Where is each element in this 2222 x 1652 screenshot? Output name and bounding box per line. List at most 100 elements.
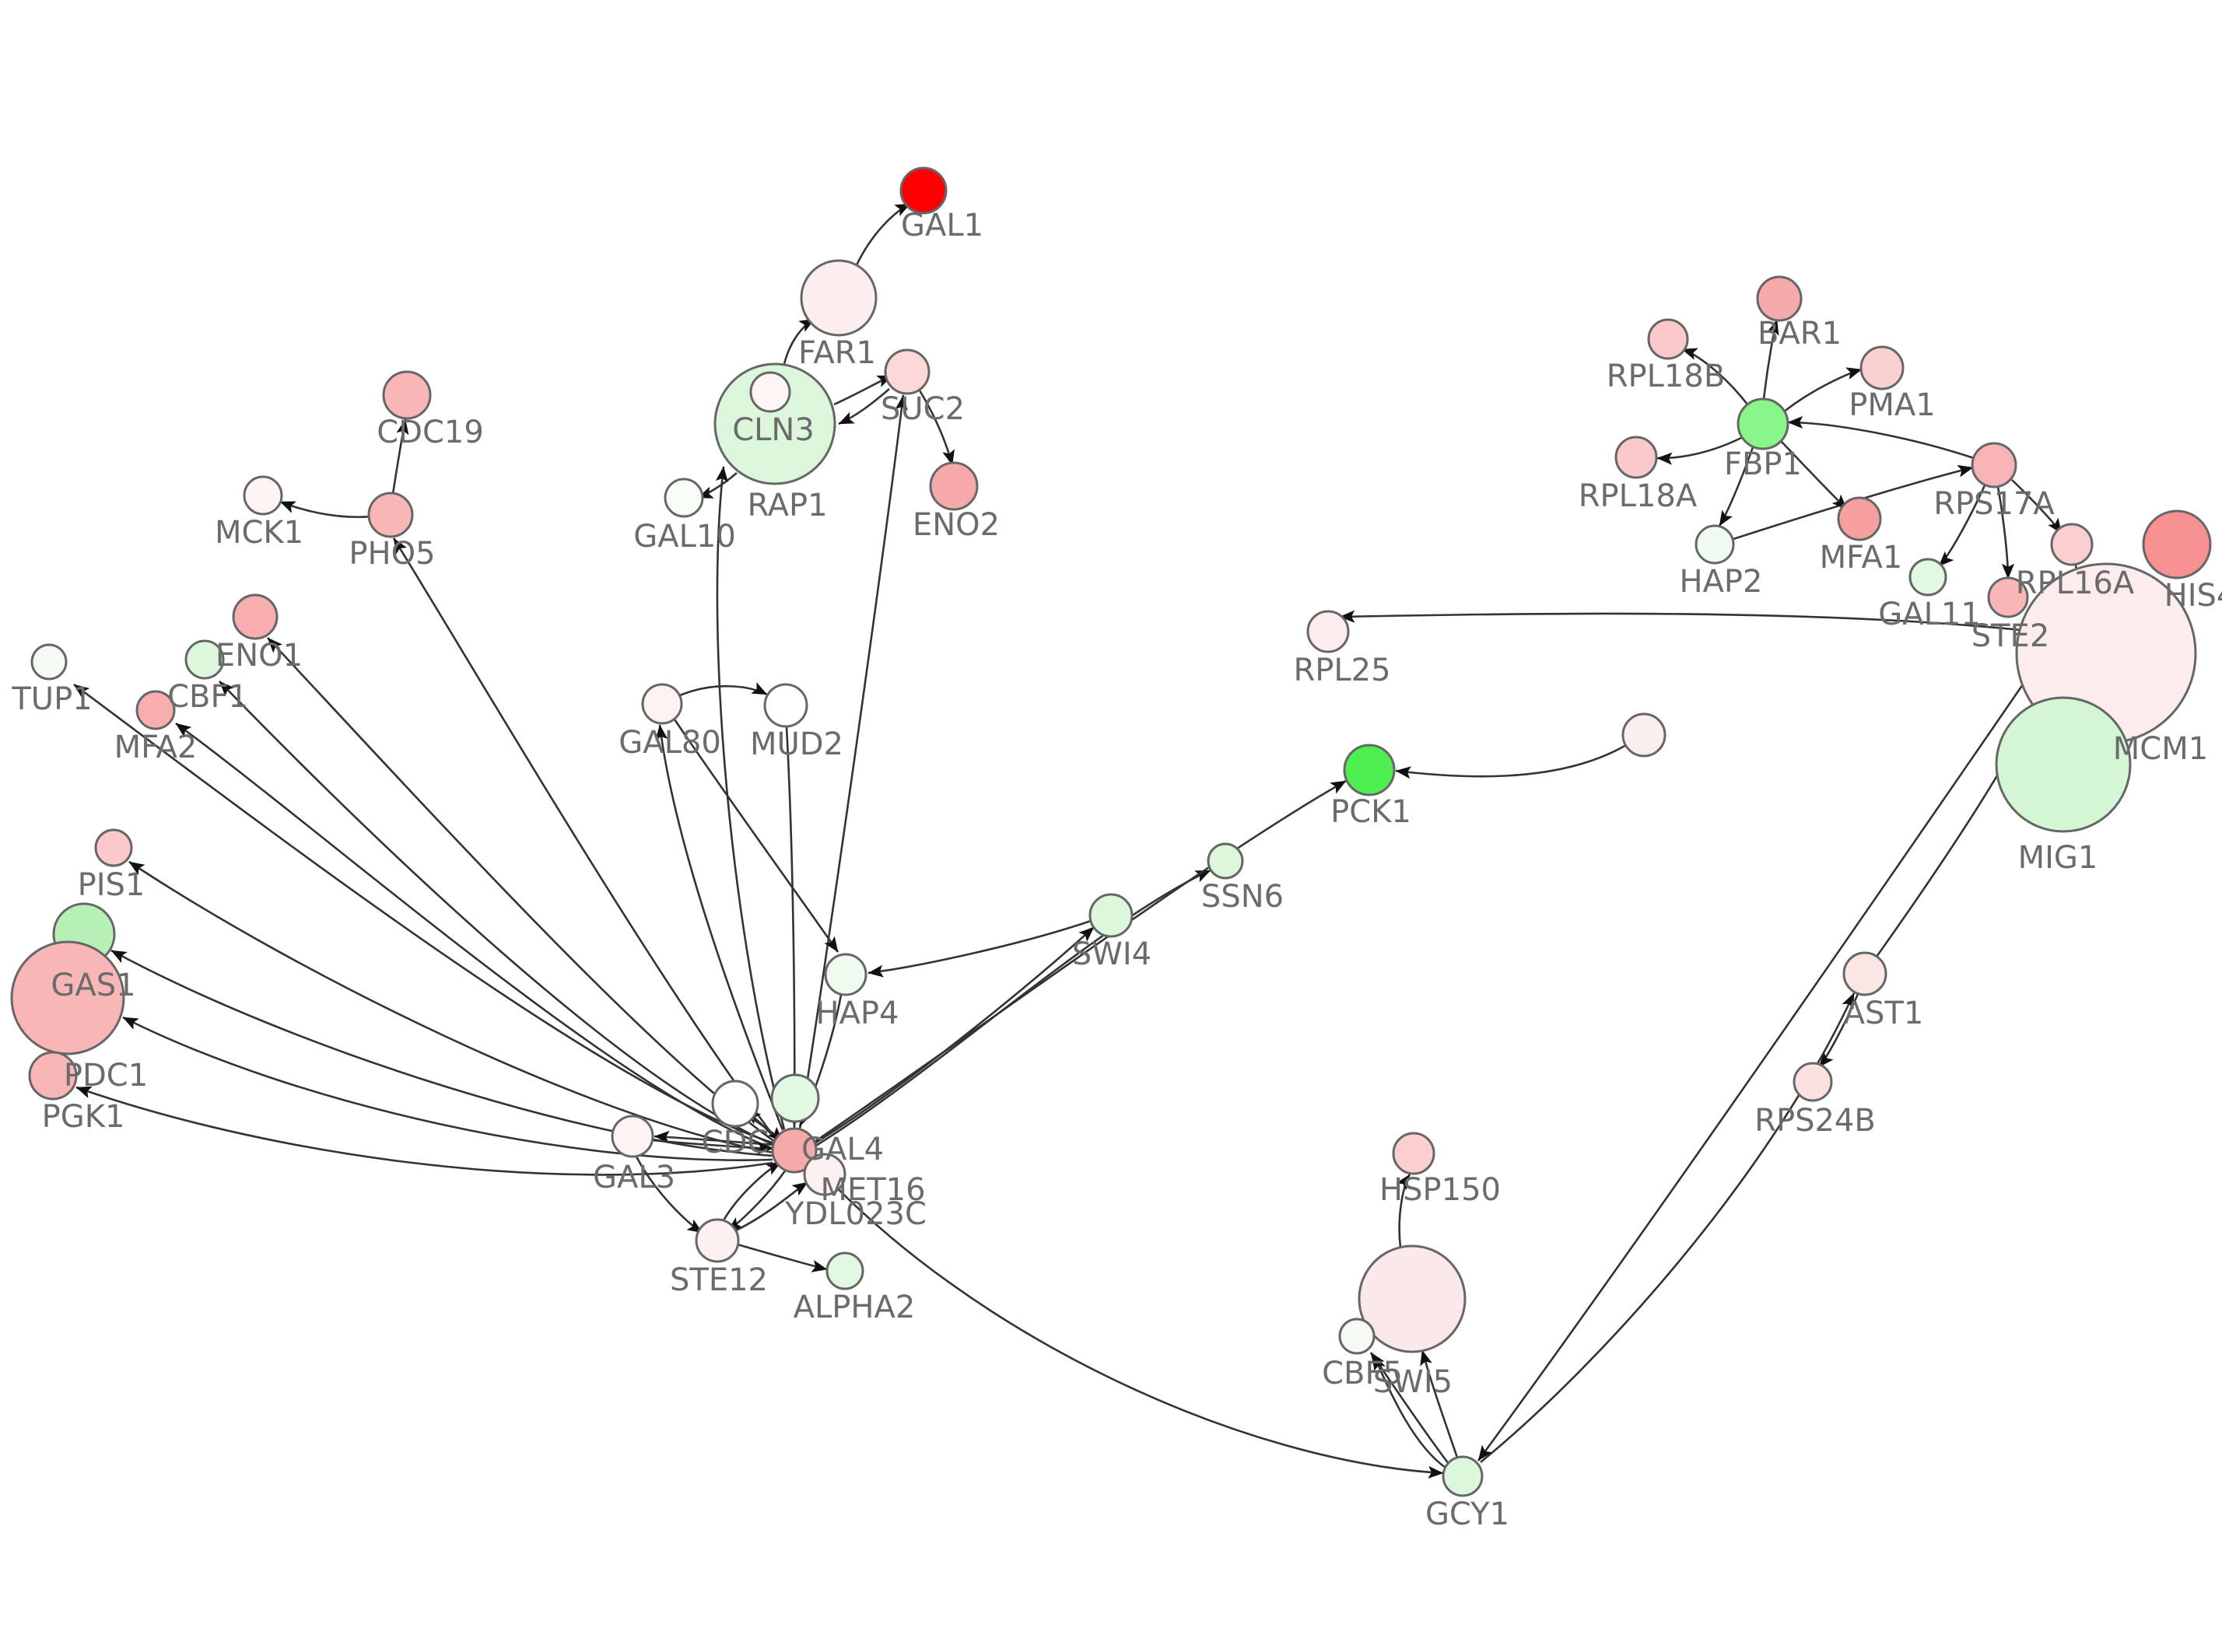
graph-edge[interactable] xyxy=(867,919,1092,978)
graph-node-gal11[interactable] xyxy=(1908,558,1947,597)
graph-node-bar1[interactable] xyxy=(1756,275,1803,322)
graph-node-pck1[interactable] xyxy=(1343,744,1396,796)
graph-edge[interactable] xyxy=(1396,1174,1411,1248)
edge-layer xyxy=(73,202,2086,1479)
graph-node-hap2[interactable] xyxy=(1695,524,1735,565)
graph-node-ydl023c[interactable] xyxy=(803,1153,846,1196)
graph-edge[interactable] xyxy=(722,1160,782,1221)
graph-node-gal10[interactable] xyxy=(664,478,704,518)
graph-node-ste2[interactable] xyxy=(1987,576,2029,618)
graph-edge[interactable] xyxy=(110,949,773,1157)
graph-edge[interactable] xyxy=(122,1016,773,1161)
graph-edge[interactable] xyxy=(727,1169,787,1233)
graph-edge[interactable] xyxy=(1787,415,1975,460)
node-label-hap4: HAP4 xyxy=(815,996,899,1031)
graph-node-gal80[interactable] xyxy=(641,683,683,725)
node-label-ste12: STE12 xyxy=(670,1262,768,1298)
graph-node-mig1[interactable] xyxy=(1995,696,2132,833)
graph-node-eno1[interactable] xyxy=(232,593,279,640)
graph-node-cdc[interactable] xyxy=(711,1080,759,1128)
graph-edge[interactable] xyxy=(785,726,801,1127)
graph-edge[interactable] xyxy=(1718,446,1754,527)
graph-edge[interactable] xyxy=(715,466,786,1130)
graph-node-rpl25[interactable] xyxy=(1306,610,1350,653)
graph-edge[interactable] xyxy=(219,681,775,1146)
graph-node-cln3[interactable] xyxy=(713,362,836,485)
graph-node-rpl18a[interactable] xyxy=(1614,436,1658,479)
node-label-ste2: STE2 xyxy=(1971,618,2050,654)
graph-node-gal1[interactable] xyxy=(899,166,948,215)
graph-edge[interactable] xyxy=(814,779,1347,1143)
graph-edge[interactable] xyxy=(392,537,776,1139)
graph-edge[interactable] xyxy=(279,500,373,518)
graph-edge[interactable] xyxy=(697,472,738,499)
graph-edge[interactable] xyxy=(1480,992,1856,1464)
graph-node-mfa2[interactable] xyxy=(135,690,176,730)
graph-node-his4[interactable] xyxy=(2142,509,2212,579)
graph-edge[interactable] xyxy=(1681,348,1749,405)
graph-edge[interactable] xyxy=(737,1243,828,1272)
graph-node-hap4[interactable] xyxy=(824,953,867,996)
graph-node-swi5[interactable] xyxy=(1358,1244,1467,1353)
graph-node-rps17a[interactable] xyxy=(1971,442,2017,488)
graph-node-ssn6[interactable] xyxy=(1207,842,1244,880)
graph-edge[interactable] xyxy=(814,926,1095,1145)
graph-node-gal4[interactable] xyxy=(771,1127,818,1174)
graph-node-gcy1[interactable] xyxy=(1442,1455,1484,1497)
graph-node-gal3[interactable] xyxy=(611,1115,654,1158)
graph-node-far1[interactable] xyxy=(800,259,878,337)
graph-edge[interactable] xyxy=(838,388,890,425)
graph-edge[interactable] xyxy=(813,1163,1444,1479)
graph-node-met16[interactable] xyxy=(770,1073,820,1123)
graph-node-mck1[interactable] xyxy=(243,475,283,516)
graph-edge[interactable] xyxy=(75,1086,773,1176)
graph-edge[interactable] xyxy=(735,1181,808,1232)
graph-edge[interactable] xyxy=(1656,436,1744,465)
graph-node-cbf1[interactable] xyxy=(184,639,225,680)
graph-node-tup1[interactable] xyxy=(30,643,68,681)
graph-edge[interactable] xyxy=(798,394,908,1130)
graph-node-ast1_in[interactable] xyxy=(1621,712,1666,758)
graph-node-eno2[interactable] xyxy=(929,461,979,511)
graph-edge[interactable] xyxy=(655,724,784,1131)
graph-node-pis1[interactable] xyxy=(94,828,133,867)
graph-node-pho5[interactable] xyxy=(367,492,414,538)
graph-node-rps24b[interactable] xyxy=(1793,1062,1833,1102)
graph-node-pma1[interactable] xyxy=(1859,345,1905,390)
graph-node-hsp150[interactable] xyxy=(1392,1132,1435,1175)
graph-edge[interactable] xyxy=(1782,367,1863,414)
graph-node-cbf5[interactable] xyxy=(1338,1318,1376,1355)
graph-edge[interactable] xyxy=(679,682,768,697)
graph-edge[interactable] xyxy=(1395,744,1627,779)
graph-edge[interactable] xyxy=(1420,1349,1459,1458)
graph-node-mfa1[interactable] xyxy=(1837,496,1882,541)
graph-edge[interactable] xyxy=(175,722,774,1150)
graph-edge[interactable] xyxy=(1762,319,1779,400)
graph-node-pdc1[interactable] xyxy=(10,940,125,1055)
graph-node-cdc19[interactable] xyxy=(382,370,432,420)
graph-edge[interactable] xyxy=(128,860,774,1154)
graph-edge[interactable] xyxy=(1938,485,1986,567)
graph-node-ste12[interactable] xyxy=(695,1218,740,1263)
graph-edge[interactable] xyxy=(1339,610,2021,632)
graph-node-rpl18b[interactable] xyxy=(1647,318,1689,360)
graph-node-rpl16a[interactable] xyxy=(2050,523,2094,566)
graph-node-pgk1[interactable] xyxy=(28,1051,78,1101)
graph-node-suc2[interactable] xyxy=(884,348,931,395)
graph-node-swi4[interactable] xyxy=(1088,893,1134,938)
graph-edge[interactable] xyxy=(918,390,955,466)
graph-node-ast1[interactable] xyxy=(1842,951,1887,996)
graph-edge[interactable] xyxy=(1372,1354,1446,1469)
graph-node-fbp1[interactable] xyxy=(1737,397,1789,450)
graph-edge[interactable] xyxy=(854,202,911,268)
graph-node-mud2[interactable] xyxy=(763,683,808,728)
graph-edge[interactable] xyxy=(673,719,839,953)
graph-node-rap1[interactable] xyxy=(749,371,791,413)
graph-edge[interactable] xyxy=(391,418,409,495)
graph-edge[interactable] xyxy=(651,1139,773,1155)
graph-edge[interactable] xyxy=(635,1156,703,1234)
graph-edge[interactable] xyxy=(267,637,776,1143)
graph-edge[interactable] xyxy=(1996,486,2015,579)
graph-node-alpha2[interactable] xyxy=(825,1251,864,1290)
graph-edge[interactable] xyxy=(1477,684,2024,1461)
